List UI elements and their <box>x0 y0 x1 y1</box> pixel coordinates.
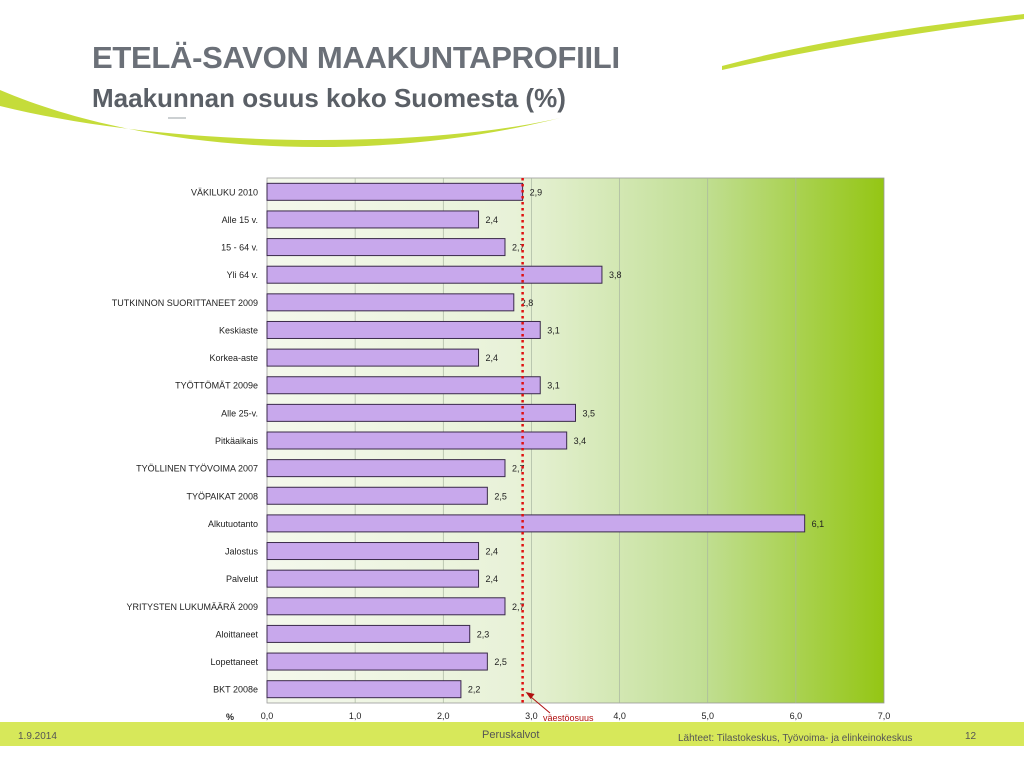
bar <box>266 182 524 201</box>
annotation-arrowhead <box>525 692 535 699</box>
bar <box>266 624 471 643</box>
value-label: 6,1 <box>812 519 825 529</box>
bar <box>266 348 480 367</box>
value-label: 2,4 <box>486 547 499 557</box>
category-label: Alkutuotanto <box>208 519 258 529</box>
page-number: 12 <box>965 731 977 742</box>
x-tick-label: 1,0 <box>349 711 362 721</box>
bar <box>266 542 480 561</box>
category-label: Lopettaneet <box>210 657 258 667</box>
x-tick-label: 2,0 <box>437 711 450 721</box>
category-label: Palvelut <box>226 574 259 584</box>
reference-line-label: väestöosuus <box>543 713 594 723</box>
slide-title: ETELÄ-SAVON MAAKUNTAPROFIILI <box>92 40 620 75</box>
category-label: Jalostus <box>225 547 259 557</box>
bar <box>266 680 462 699</box>
bar <box>266 597 506 616</box>
x-tick-label: 7,0 <box>878 711 891 721</box>
category-label: TYÖTTÖMÄT 2009e <box>175 381 258 391</box>
x-tick-label: 0,0 <box>261 711 274 721</box>
category-label: TYÖLLINEN TYÖVOIMA 2007 <box>136 464 258 474</box>
bar <box>266 569 480 588</box>
category-label: Alle 15 v. <box>222 215 258 225</box>
value-label: 2,7 <box>512 464 525 474</box>
value-label: 2,4 <box>486 574 499 584</box>
bar <box>266 431 568 450</box>
category-label: YRITYSTEN LUKUMÄÄRÄ 2009 <box>126 602 258 612</box>
value-label: 2,2 <box>468 685 481 695</box>
slide-subtitle: Maakunnan osuus koko Suomesta (%) <box>92 83 566 113</box>
bar <box>266 486 488 505</box>
category-label: BKT 2008e <box>213 685 258 695</box>
bar <box>266 403 576 422</box>
value-label: 3,1 <box>547 325 560 335</box>
annotation-arrow <box>528 694 551 714</box>
bar <box>266 514 806 533</box>
value-label: 3,5 <box>583 408 596 418</box>
category-label: TYÖPAIKAT 2008 <box>186 491 258 501</box>
bar <box>266 652 488 671</box>
value-label: 2,5 <box>494 657 507 667</box>
x-tick-label: 6,0 <box>790 711 803 721</box>
bar <box>266 265 603 284</box>
decorative-swoosh <box>0 14 1024 148</box>
x-tick-label: 5,0 <box>701 711 714 721</box>
value-label: 2,3 <box>477 629 490 639</box>
category-label: Pitkäaikais <box>215 436 259 446</box>
category-label: Yli 64 v. <box>227 270 258 280</box>
value-label: 3,1 <box>547 381 560 391</box>
category-label: 15 - 64 v. <box>221 243 258 253</box>
bar <box>266 376 541 395</box>
category-label: VÄKILUKU 2010 <box>191 187 258 197</box>
category-label: TUTKINNON SUORITTANEET 2009 <box>112 298 258 308</box>
bar <box>266 459 506 478</box>
bar <box>266 210 480 229</box>
bar-chart: VÄKILUKU 2010 Alle 15 v. 15 - 64 v. Yli 64 … <box>112 177 891 723</box>
value-label: 2,7 <box>512 243 525 253</box>
value-label: 2,5 <box>494 491 507 501</box>
value-label: 3,8 <box>609 270 622 280</box>
value-label: 2,9 <box>530 187 543 197</box>
value-label: 2,7 <box>512 602 525 612</box>
category-label: Korkea-aste <box>209 353 258 363</box>
x-unit-label: % <box>226 712 234 722</box>
bar <box>266 320 541 339</box>
footer-date: 1.9.2014 <box>18 731 57 742</box>
footer-center-text: Peruskalvot <box>482 729 540 741</box>
category-label: Keskiaste <box>219 325 258 335</box>
footer-band <box>0 722 1024 746</box>
footer-source: Lähteet: Tilastokeskus, Työvoima- ja eli… <box>678 733 913 744</box>
category-label: Alle 25-v. <box>221 408 258 418</box>
category-label: Aloittaneet <box>215 629 258 639</box>
x-tick-label: 4,0 <box>613 711 626 721</box>
bar <box>266 293 515 312</box>
value-label: 2,4 <box>486 215 499 225</box>
value-label: 2,8 <box>521 298 534 308</box>
value-label: 2,4 <box>486 353 499 363</box>
x-tick-label: 3,0 <box>525 711 538 721</box>
value-label: 3,4 <box>574 436 587 446</box>
bar <box>266 238 506 257</box>
